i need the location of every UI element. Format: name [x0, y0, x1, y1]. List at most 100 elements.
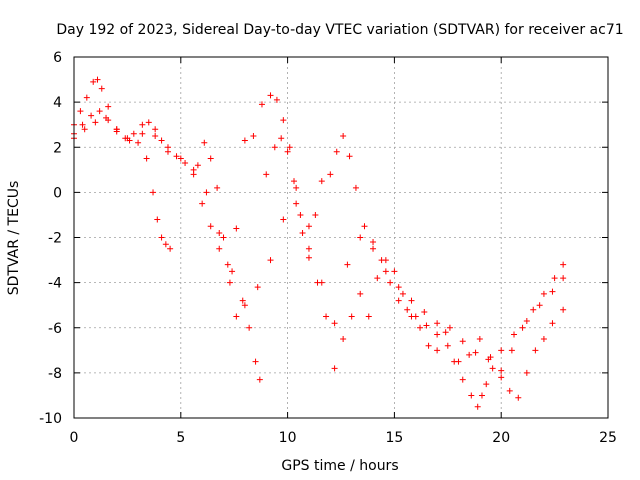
data-point: [434, 347, 441, 354]
x-tick-labels: 0 5 10 15 20 25: [70, 430, 617, 446]
data-point: [246, 324, 253, 331]
data-point: [256, 376, 263, 383]
data-point: [472, 349, 479, 356]
data-point: [252, 358, 259, 365]
data-point: [173, 153, 180, 160]
data-point: [201, 139, 208, 146]
data-point: [498, 374, 505, 381]
data-point: [560, 306, 567, 313]
data-point: [532, 347, 539, 354]
data-point: [105, 103, 112, 110]
data-point: [466, 351, 473, 358]
data-point: [130, 130, 137, 137]
data-point: [485, 356, 492, 363]
chart-title: Day 192 of 2023, Sidereal Day-to-day VTE…: [56, 22, 623, 38]
ticks-layer: [73, 56, 609, 419]
x-tick-label: 25: [599, 430, 617, 446]
x-tick-label: 15: [385, 430, 403, 446]
data-point: [425, 342, 432, 349]
data-point: [90, 78, 97, 85]
data-point: [139, 130, 146, 137]
data-point: [273, 96, 280, 103]
series-track-C: [71, 114, 567, 363]
data-point: [284, 148, 291, 155]
data-point: [523, 317, 530, 324]
data-point: [515, 394, 522, 401]
data-point: [519, 324, 526, 331]
data-point: [340, 132, 347, 139]
data-point: [203, 189, 210, 196]
data-point: [158, 234, 165, 241]
data-point: [508, 347, 515, 354]
grid-layer: [74, 57, 608, 418]
y-tick-label: 2: [53, 140, 62, 156]
data-point: [94, 76, 101, 83]
data-point: [207, 155, 214, 162]
data-point: [126, 137, 133, 144]
data-point: [530, 306, 537, 313]
data-point: [421, 308, 428, 315]
data-point: [483, 381, 490, 388]
data-point: [399, 290, 406, 297]
data-point: [233, 225, 240, 232]
data-point: [182, 160, 189, 167]
data-point: [81, 126, 88, 133]
x-tick-label: 0: [70, 430, 79, 446]
data-point: [139, 121, 146, 128]
data-point: [498, 347, 505, 354]
data-point: [357, 234, 364, 241]
data-point: [297, 211, 304, 218]
data-point: [103, 114, 110, 121]
data-point: [229, 268, 236, 275]
data-point: [254, 284, 261, 291]
data-point: [162, 241, 169, 248]
data-point: [474, 403, 481, 410]
data-point: [318, 178, 325, 185]
data-point: [459, 338, 466, 345]
data-point: [511, 331, 518, 338]
data-point: [370, 239, 377, 246]
data-point: [560, 275, 567, 282]
data-point: [167, 245, 174, 252]
points-layer: [71, 76, 567, 410]
data-point: [305, 223, 312, 230]
data-point: [216, 245, 223, 252]
data-point: [444, 342, 451, 349]
data-point: [305, 245, 312, 252]
data-point: [113, 128, 120, 135]
data-point: [404, 306, 411, 313]
data-point: [158, 137, 165, 144]
data-point: [267, 257, 274, 264]
data-point: [220, 234, 227, 241]
data-point: [145, 119, 152, 126]
data-point: [305, 254, 312, 261]
data-point: [365, 313, 372, 320]
data-point: [352, 184, 359, 191]
data-point: [506, 387, 513, 394]
data-point: [88, 112, 95, 119]
data-point: [361, 223, 368, 230]
data-point: [154, 216, 161, 223]
y-tick-labels: -10 -8 -6 -4 -2 0 2 4 6: [39, 50, 62, 427]
data-point: [143, 155, 150, 162]
data-point: [152, 132, 159, 139]
data-point: [382, 257, 389, 264]
data-point: [391, 268, 398, 275]
data-point: [258, 101, 265, 108]
data-point: [446, 324, 453, 331]
data-point: [83, 94, 90, 101]
y-tick-label: 4: [53, 95, 62, 111]
data-point: [434, 320, 441, 327]
data-point: [92, 119, 99, 126]
data-point: [250, 132, 257, 139]
y-tick-label: 0: [53, 185, 62, 201]
data-point: [560, 261, 567, 268]
data-point: [239, 297, 246, 304]
data-point: [77, 108, 84, 115]
data-point: [267, 92, 274, 99]
data-point: [293, 200, 300, 207]
y-axis-label: SDTVAR / TECUs: [6, 181, 22, 296]
y-tick-label: -10: [39, 411, 62, 427]
data-point: [459, 376, 466, 383]
